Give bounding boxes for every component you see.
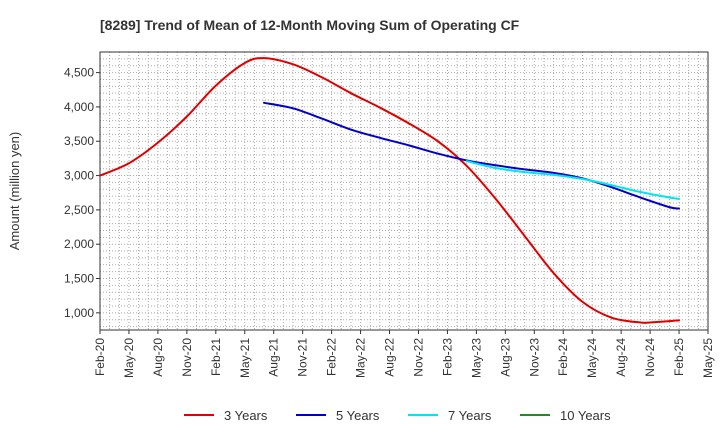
plot-border xyxy=(99,51,709,331)
y-tick-label: 1,000 xyxy=(64,306,94,320)
legend: 3 Years 5 Years 7 Years 10 Years xyxy=(184,408,611,423)
x-tick-label: May-20 xyxy=(122,338,136,378)
x-tick-label: Nov-20 xyxy=(180,338,194,377)
legend-label-5-years: 5 Years xyxy=(336,408,380,423)
y-tick-label: 2,500 xyxy=(64,203,94,217)
series-line-7-years xyxy=(465,160,681,200)
y-tick-label: 1,500 xyxy=(64,272,94,286)
chart-title: [8289] Trend of Mean of 12-Month Moving … xyxy=(100,17,520,33)
x-tick-label: Feb-23 xyxy=(440,338,454,376)
legend-label-10-years: 10 Years xyxy=(560,408,611,423)
x-tick-label: May-22 xyxy=(354,338,368,378)
x-tick-label: May-25 xyxy=(701,338,715,378)
y-tick-label: 3,000 xyxy=(64,169,94,183)
y-tick-label: 4,500 xyxy=(64,66,94,80)
x-tick-label: Aug-21 xyxy=(267,338,281,377)
x-axis-ticks: Feb-20 May-20 Aug-20 Nov-20 Feb-21 May-21 Aug-… xyxy=(93,330,715,378)
x-tick-label: Aug-24 xyxy=(614,338,628,377)
legend-label-7-years: 7 Years xyxy=(448,408,492,423)
y-gridlines xyxy=(100,58,708,328)
x-tick-label: Nov-23 xyxy=(527,338,541,377)
x-tick-label: May-23 xyxy=(469,338,483,378)
x-tick-label: May-24 xyxy=(585,338,599,378)
x-tick-label: Nov-22 xyxy=(411,338,425,377)
series-line-3-years xyxy=(99,57,681,324)
x-tick-label: Nov-21 xyxy=(296,338,310,377)
legend-label-3-years: 3 Years xyxy=(224,408,268,423)
y-tick-label: 3,500 xyxy=(64,134,94,148)
series-lines xyxy=(99,57,681,324)
x-tick-label: Feb-24 xyxy=(556,338,570,376)
x-tick-label: Feb-25 xyxy=(672,338,686,376)
y-axis-ticks: 1,000 1,500 2,000 2,500 3,000 3,500 4,000 4,500 xyxy=(64,66,100,320)
x-tick-label: Aug-23 xyxy=(498,338,512,377)
plot-area xyxy=(100,52,708,330)
x-tick-label: Aug-22 xyxy=(383,338,397,377)
x-tick-label: Nov-24 xyxy=(643,338,657,377)
series-line-5-years xyxy=(263,101,681,210)
x-tick-label: Aug-20 xyxy=(151,338,165,377)
y-tick-label: 2,000 xyxy=(64,237,94,251)
x-tick-label: Feb-20 xyxy=(93,338,107,376)
x-tick-label: Feb-21 xyxy=(209,338,223,376)
x-gridlines xyxy=(109,52,699,330)
y-axis-label: Amount (million yen) xyxy=(7,132,22,251)
y-tick-label: 4,000 xyxy=(64,100,94,114)
x-tick-label: May-21 xyxy=(238,338,252,378)
x-tick-label: Feb-22 xyxy=(325,338,339,376)
